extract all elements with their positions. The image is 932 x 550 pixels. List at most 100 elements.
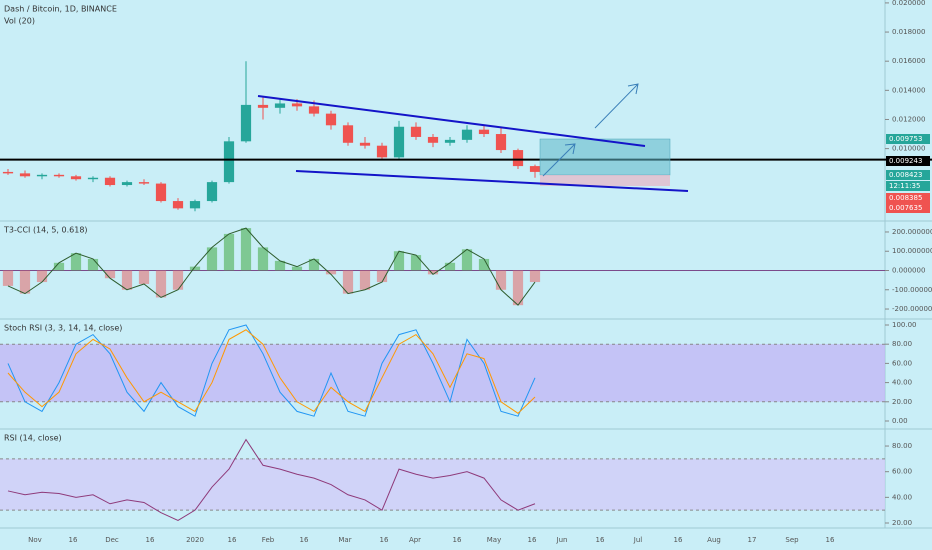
price-badge: [886, 181, 930, 191]
candle-body: [240, 104, 252, 142]
candle-body: [87, 177, 99, 180]
arrow: [542, 143, 576, 177]
y-tick-label: 80.00: [892, 442, 912, 450]
histogram-bar: [172, 270, 184, 290]
x-tick-label: 16: [69, 536, 78, 544]
series-line: [7, 324, 536, 417]
y-tick-label: 0.000000: [892, 267, 925, 275]
x-tick-label: Apr: [409, 536, 421, 544]
histogram-bar: [257, 247, 269, 271]
histogram-bar: [376, 270, 388, 283]
histogram-bar: [138, 270, 150, 284]
price-badge-label: 0.008385: [889, 194, 922, 202]
target-zone: [539, 138, 671, 176]
y-tick-label: 80.00: [892, 340, 912, 348]
histogram-bar: [223, 233, 235, 271]
series-line: [7, 438, 536, 521]
candle-body: [257, 104, 269, 108]
candle-body: [512, 150, 524, 167]
price-badge: [886, 170, 930, 180]
candle-body: [393, 126, 405, 158]
candle-body: [308, 106, 320, 114]
histogram-bar: [155, 270, 167, 298]
candle-body: [121, 182, 133, 186]
candle-body: [172, 201, 184, 209]
candle-body: [138, 182, 150, 184]
x-tick-label: 2020: [186, 536, 204, 544]
candle-body: [461, 129, 473, 140]
candle-body: [19, 173, 31, 177]
y-tick-label: 100.000000: [892, 247, 932, 255]
y-tick-label: 40.00: [892, 493, 912, 501]
histogram-bar: [461, 249, 473, 271]
candle-body: [376, 145, 388, 158]
histogram-bar: [274, 260, 286, 271]
price-badge: [886, 134, 930, 144]
histogram-bar: [410, 255, 422, 271]
histogram-bar: [2, 270, 14, 286]
candle-body: [104, 177, 116, 186]
histogram-bar: [393, 251, 405, 271]
x-tick-label: 16: [380, 536, 389, 544]
x-tick-label: 16: [826, 536, 835, 544]
histogram-bar: [53, 262, 65, 271]
candle-body: [2, 171, 14, 174]
candle-body: [427, 136, 439, 143]
candle-body: [36, 174, 48, 177]
x-tick-label: Sep: [785, 536, 799, 544]
histogram-bar: [291, 266, 303, 271]
x-tick-label: Dec: [105, 536, 119, 544]
candle-body: [155, 183, 167, 202]
x-tick-label: 16: [674, 536, 683, 544]
band: [0, 458, 885, 511]
x-tick-label: 16: [596, 536, 605, 544]
trend-line: [295, 170, 689, 192]
histogram-bar: [427, 270, 439, 275]
cci-line: [7, 227, 536, 306]
y-tick-label: 0.016000: [892, 57, 925, 65]
histogram-bar: [529, 270, 541, 283]
histogram-bar: [36, 270, 48, 283]
candle-body: [495, 134, 507, 151]
histogram-bar: [19, 270, 31, 294]
candle-body: [274, 103, 286, 108]
price-badge-label: 0.009753: [889, 135, 922, 143]
histogram-bar: [342, 270, 354, 294]
pane-title: RSI (14, close): [4, 434, 62, 443]
histogram-bar: [240, 228, 252, 271]
x-tick-label: Aug: [707, 536, 721, 544]
y-tick-label: 200.000000: [892, 228, 932, 236]
x-tick-label: Jun: [556, 536, 568, 544]
candle-body: [223, 141, 235, 183]
candle-body: [325, 113, 337, 126]
candle-body: [359, 142, 371, 146]
y-tick-label: 40.00: [892, 379, 912, 387]
candle-body: [410, 126, 422, 137]
y-tick-label: 20.00: [892, 398, 912, 406]
histogram-bar: [121, 270, 133, 290]
chart-title: Dash / Bitcoin, 1D, BINANCE: [4, 5, 117, 14]
y-tick-label: 60.00: [892, 468, 912, 476]
y-tick-label: 100.00: [892, 321, 917, 329]
price-badge: [886, 203, 930, 213]
x-tick-label: 16: [528, 536, 537, 544]
candle-body: [206, 182, 218, 202]
histogram-bar: [104, 270, 116, 279]
price-badge-label: 0.008423: [889, 171, 922, 179]
stop-zone: [540, 175, 670, 186]
y-tick-label: 60.00: [892, 359, 912, 367]
y-tick-label: 0.010000: [892, 145, 925, 153]
histogram-bar: [189, 266, 201, 271]
y-tick-label: 20.00: [892, 519, 912, 527]
candle-body: [53, 174, 65, 177]
candle-body: [478, 129, 490, 135]
y-tick-label: 0.00: [892, 417, 908, 425]
y-tick-label: -100.000000: [892, 286, 932, 294]
histogram-bar: [206, 247, 218, 271]
candle-body: [342, 125, 354, 143]
histogram-bar: [87, 258, 99, 271]
arrow: [594, 83, 639, 129]
